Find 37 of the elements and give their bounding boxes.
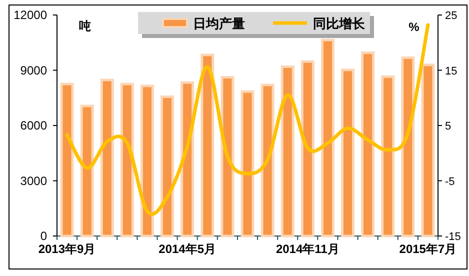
- bar: [300, 60, 314, 238]
- x-tick-label: 2014年5月: [158, 242, 216, 256]
- bar: [260, 84, 274, 238]
- bar: [361, 52, 375, 238]
- bar: [341, 68, 355, 238]
- bar: [240, 90, 254, 238]
- y2-tick-label: -15: [445, 231, 461, 243]
- bar: [60, 82, 74, 238]
- y2-tick-label: 5: [445, 120, 452, 132]
- bar: [220, 76, 234, 238]
- y-tick-label: 6000: [20, 118, 48, 132]
- x-tick-label: 2015年7月: [399, 242, 457, 256]
- bar: [381, 75, 395, 238]
- bar: [120, 82, 134, 238]
- legend-label: 同比增长: [313, 16, 366, 31]
- bar: [280, 66, 294, 238]
- y2-tick-label: 25: [445, 10, 458, 22]
- x-tick-label: 2014年11月: [276, 242, 340, 256]
- y2-axis-title: %: [408, 20, 420, 34]
- y-axis-title: 吨: [79, 19, 91, 33]
- bar: [421, 64, 435, 238]
- bar: [320, 38, 334, 238]
- y-tick-label: 9000: [20, 63, 48, 78]
- legend-label: 日均产量: [193, 16, 245, 31]
- y-tick-label: 3000: [20, 174, 48, 188]
- bar: [80, 104, 94, 238]
- bar: [100, 78, 114, 238]
- bar: [140, 84, 154, 238]
- y-tick-label: 12000: [14, 8, 48, 22]
- y2-tick-label: 15: [445, 65, 458, 78]
- bar: [401, 56, 415, 238]
- x-tick-label: 2013年9月: [38, 242, 96, 256]
- y2-tick-label: -5: [445, 176, 455, 188]
- bar: [160, 96, 174, 238]
- bar: [200, 54, 214, 238]
- bar: [180, 81, 194, 238]
- y-tick-label: 0: [40, 229, 48, 243]
